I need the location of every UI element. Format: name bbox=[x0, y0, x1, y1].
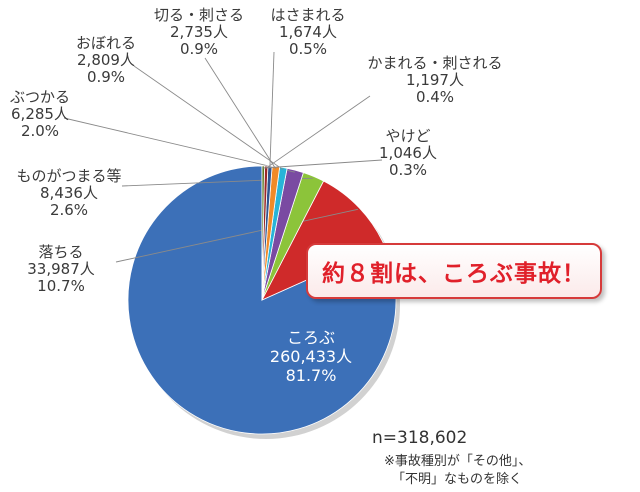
label-monogatsumaru-pct: 2.6% bbox=[49, 201, 89, 219]
label-monogatsumaru: ものがつまる等 8,436人 2.6% bbox=[2, 168, 136, 219]
label-yakedo: やけど 1,046人 0.3% bbox=[360, 128, 456, 179]
label-kamareru-count: 1,197人 bbox=[406, 71, 464, 89]
leader-line bbox=[265, 95, 371, 169]
leader-line bbox=[63, 117, 295, 173]
pie-slice bbox=[261, 180, 385, 301]
label-oboreru-pct: 0.9% bbox=[86, 68, 126, 86]
label-butsukaru-name: ぶつかる bbox=[9, 88, 70, 106]
label-hasamareru: はさまれる 1,674人 0.5% bbox=[258, 7, 358, 58]
callout-box: 約８割は、ころぶ事故！ bbox=[306, 243, 602, 299]
label-yakedo-count: 1,046人 bbox=[379, 144, 437, 162]
label-oboreru-name: おぼれる bbox=[75, 34, 136, 52]
label-butsukaru: ぶつかる 6,285人 2.0% bbox=[0, 89, 80, 140]
leader-line bbox=[269, 51, 275, 169]
label-butsukaru-count: 6,285人 bbox=[11, 105, 69, 123]
label-korobu-count: 260,433人 bbox=[269, 347, 353, 366]
label-kiru-sasaru-name: 切る・刺さる bbox=[153, 6, 244, 24]
label-ochiru-pct: 10.7% bbox=[37, 277, 85, 295]
label-kamareru-name: かまれる・刺される bbox=[367, 54, 503, 72]
label-hasamareru-name: はさまれる bbox=[270, 6, 346, 24]
label-kiru-sasaru-count: 2,735人 bbox=[170, 23, 228, 41]
note-line-1: ※事故種別が「その他」、 bbox=[384, 454, 532, 469]
leader-line bbox=[204, 57, 277, 169]
label-korobu-name: ころぶ bbox=[286, 328, 335, 347]
leader-line bbox=[115, 208, 359, 263]
label-monogatsumaru-name: ものがつまる等 bbox=[16, 167, 122, 185]
label-kiru-sasaru: 切る・刺さる 2,735人 0.9% bbox=[146, 7, 252, 58]
label-kamareru: かまれる・刺される 1,197人 0.4% bbox=[350, 55, 520, 106]
label-monogatsumaru-count: 8,436人 bbox=[40, 184, 98, 202]
label-ochiru-name: 落ちる bbox=[38, 243, 84, 261]
leader-line bbox=[133, 65, 284, 171]
label-korobu-pct: 81.7% bbox=[285, 366, 337, 385]
label-oboreru-count: 2,809人 bbox=[77, 51, 135, 69]
label-hasamareru-count: 1,674人 bbox=[279, 23, 337, 41]
label-ochiru: 落ちる 33,987人 10.7% bbox=[6, 244, 116, 295]
leader-line bbox=[263, 159, 383, 169]
label-kiru-sasaru-pct: 0.9% bbox=[179, 40, 219, 58]
label-yakedo-name: やけど bbox=[385, 127, 431, 145]
total-count: n=318,602 bbox=[372, 428, 468, 448]
label-oboreru: おぼれる 2,809人 0.9% bbox=[56, 35, 156, 86]
note-line-2: 「不明」なものを除く bbox=[392, 472, 523, 487]
label-kamareru-pct: 0.4% bbox=[415, 88, 455, 106]
pie-slice bbox=[261, 165, 265, 301]
label-yakedo-pct: 0.3% bbox=[388, 161, 428, 179]
label-hasamareru-pct: 0.5% bbox=[288, 40, 328, 58]
label-ochiru-count: 33,987人 bbox=[27, 260, 95, 278]
label-butsukaru-pct: 2.0% bbox=[20, 122, 60, 140]
label-korobu: ころぶ 260,433人 81.7% bbox=[256, 328, 366, 385]
